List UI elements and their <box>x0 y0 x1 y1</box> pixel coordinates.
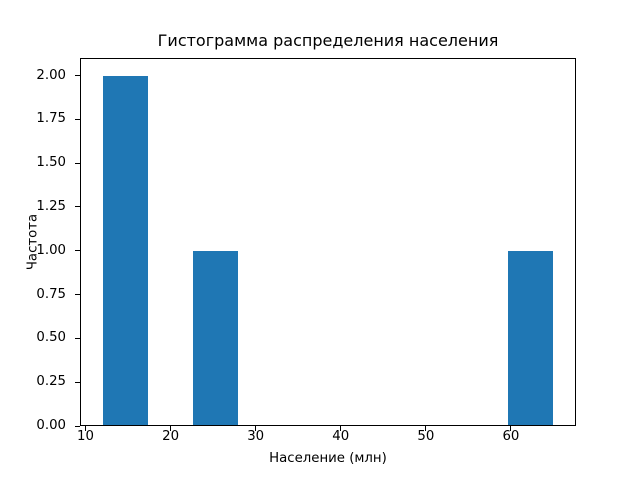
y-tick-mark <box>75 75 80 77</box>
y-tick-mark <box>75 337 80 339</box>
x-tick-label: 60 <box>502 429 520 444</box>
x-tick-mark <box>255 426 257 431</box>
y-tick-label: 2.00 <box>36 67 66 83</box>
y-tick-label: 1.00 <box>36 242 66 258</box>
x-tick-label: 50 <box>417 429 435 444</box>
y-tick-label: 1.75 <box>36 111 66 127</box>
x-tick-mark <box>425 426 427 431</box>
y-tick-mark <box>75 206 80 208</box>
y-tick-mark <box>75 162 80 164</box>
x-tick-label: 10 <box>77 429 94 444</box>
histogram-bar <box>192 250 238 426</box>
x-tick-label: 40 <box>332 429 350 444</box>
x-tick-mark <box>85 426 87 431</box>
y-axis-label: Частота <box>25 213 41 271</box>
x-tick-mark <box>510 426 512 431</box>
y-tick-label: 1.25 <box>36 198 66 214</box>
x-tick-mark <box>170 426 172 431</box>
y-tick-label: 0.50 <box>36 330 66 346</box>
chart-title: Гистограмма распределения населения <box>157 31 499 50</box>
y-tick-label: 1.50 <box>36 155 66 171</box>
x-tick-label: 30 <box>247 429 265 444</box>
plot-area <box>80 58 576 426</box>
x-tick-label: 20 <box>162 429 180 444</box>
x-axis-label: Население (млн) <box>269 451 387 466</box>
y-tick-label: 0.00 <box>36 418 66 433</box>
y-tick-mark <box>75 250 80 252</box>
y-tick-mark <box>75 294 80 296</box>
histogram-bar <box>508 250 554 426</box>
histogram-bar <box>102 75 148 426</box>
y-tick-label: 0.75 <box>36 286 66 302</box>
y-tick-mark <box>75 118 80 120</box>
x-tick-mark <box>340 426 342 431</box>
y-tick-mark <box>75 381 80 383</box>
y-tick-mark <box>75 425 80 427</box>
y-tick-label: 0.25 <box>36 374 66 390</box>
